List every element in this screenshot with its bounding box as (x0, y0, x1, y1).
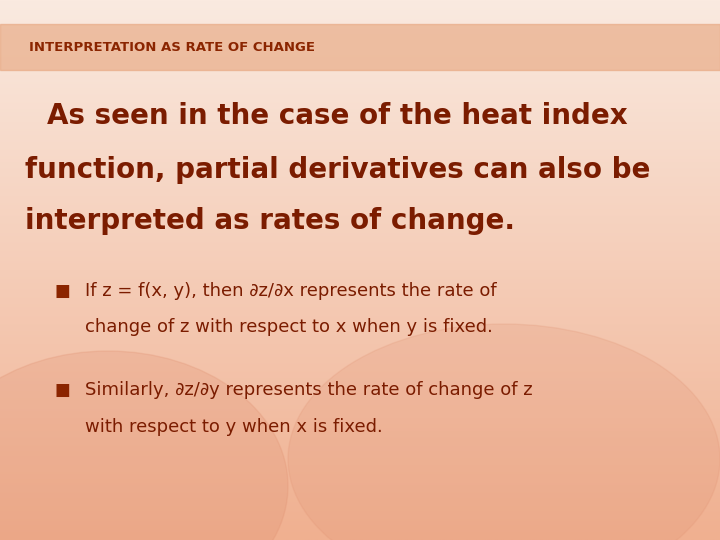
Text: Similarly, ∂z/∂y represents the rate of change of z: Similarly, ∂z/∂y represents the rate of … (85, 381, 533, 399)
Text: ■: ■ (54, 281, 70, 300)
Text: interpreted as rates of change.: interpreted as rates of change. (25, 207, 516, 235)
Ellipse shape (288, 324, 720, 540)
Text: with respect to y when x is fixed.: with respect to y when x is fixed. (85, 417, 383, 436)
Text: If z = f(x, y), then ∂z/∂x represents the rate of: If z = f(x, y), then ∂z/∂x represents th… (85, 281, 497, 300)
Text: function, partial derivatives can also be: function, partial derivatives can also b… (25, 156, 651, 184)
Text: ■: ■ (54, 381, 70, 399)
Ellipse shape (0, 351, 288, 540)
Text: change of z with respect to x when y is fixed.: change of z with respect to x when y is … (85, 318, 492, 336)
Text: INTERPRETATION AS RATE OF CHANGE: INTERPRETATION AS RATE OF CHANGE (29, 41, 315, 54)
Text: As seen in the case of the heat index: As seen in the case of the heat index (47, 102, 627, 130)
Bar (0, 24, 720, 70)
